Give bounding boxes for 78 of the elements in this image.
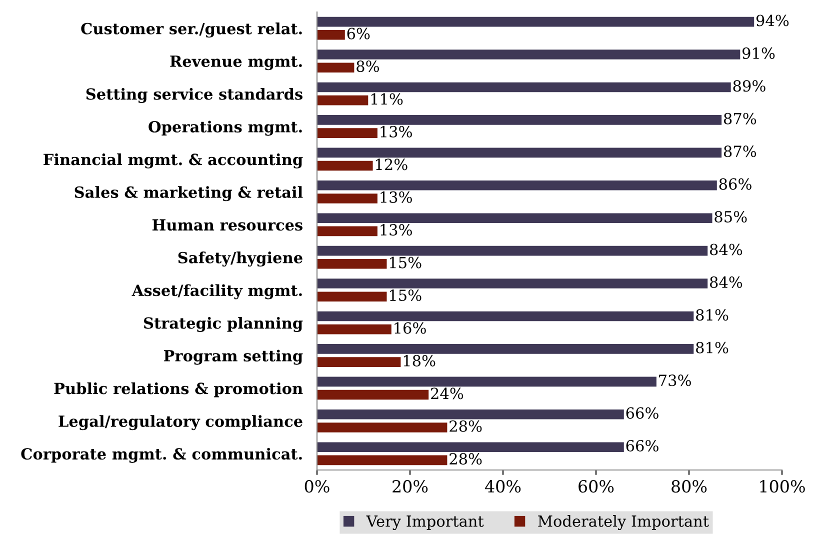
data-label: 28% bbox=[450, 453, 482, 465]
data-label: 13% bbox=[380, 191, 412, 203]
y-tick-label: Asset/facility mgmt. bbox=[132, 284, 302, 300]
y-tick-label: Financial mgmt. & accounting bbox=[44, 153, 303, 168]
y-tick-label: Human resources bbox=[152, 219, 302, 231]
bar bbox=[317, 115, 722, 125]
x-tick-label: 20% bbox=[392, 480, 428, 493]
data-label: 81% bbox=[696, 309, 728, 321]
data-label: 81% bbox=[696, 342, 728, 354]
x-tick-label: 100% bbox=[760, 480, 805, 493]
x-tick-label: 80% bbox=[672, 480, 707, 493]
y-tick-label: Safety/hygiene bbox=[178, 252, 302, 267]
bar bbox=[317, 50, 740, 60]
legend-label: Moderately Important bbox=[538, 515, 709, 530]
data-label: 28% bbox=[450, 420, 482, 432]
bar bbox=[317, 442, 624, 452]
data-label: 89% bbox=[733, 80, 766, 92]
data-label: 91% bbox=[742, 47, 775, 59]
y-tick-label: Strategic planning bbox=[144, 316, 303, 332]
x-tick-label: 40% bbox=[484, 480, 521, 493]
bar bbox=[317, 311, 694, 322]
bar bbox=[317, 148, 722, 158]
bar bbox=[317, 160, 373, 171]
data-label: 15% bbox=[390, 256, 422, 268]
data-label: 15% bbox=[390, 289, 422, 302]
bar bbox=[317, 246, 708, 256]
data-label: 8% bbox=[356, 60, 379, 72]
y-tick-label: Public relations & promotion bbox=[54, 382, 303, 398]
data-label: 12% bbox=[376, 158, 408, 170]
bar bbox=[317, 16, 754, 27]
y-tick-label: Sales & marketing & retail bbox=[74, 186, 303, 202]
bar bbox=[317, 226, 378, 236]
data-label: 84% bbox=[710, 276, 742, 288]
data-label: 84% bbox=[710, 244, 742, 256]
bar bbox=[317, 409, 624, 420]
bar bbox=[317, 82, 731, 92]
bar bbox=[317, 95, 368, 106]
data-label: 6% bbox=[347, 28, 370, 40]
bar bbox=[317, 194, 378, 204]
y-tick-label: Operations mgmt. bbox=[148, 120, 302, 136]
x-tick-label: 0% bbox=[304, 480, 330, 493]
y-tick-label: Revenue mgmt. bbox=[170, 56, 302, 70]
data-label: 86% bbox=[719, 178, 752, 190]
bar bbox=[317, 376, 656, 387]
y-tick-label: Setting service standards bbox=[86, 88, 302, 103]
bar bbox=[317, 180, 717, 190]
y-tick-label: Program setting bbox=[164, 350, 303, 365]
bar bbox=[317, 258, 387, 269]
bar bbox=[317, 128, 378, 138]
data-label: 87% bbox=[724, 112, 756, 124]
data-label: 11% bbox=[371, 93, 403, 105]
data-label: 73% bbox=[659, 374, 691, 386]
data-label: 87% bbox=[724, 146, 756, 158]
data-label: 85% bbox=[714, 210, 747, 223]
bar bbox=[317, 422, 448, 432]
data-label: 18% bbox=[404, 354, 436, 366]
data-label: 16% bbox=[394, 322, 426, 334]
bar bbox=[317, 324, 392, 334]
bar bbox=[317, 344, 694, 354]
y-tick-label: Legal/regulatory compliance bbox=[58, 415, 302, 430]
bar bbox=[317, 390, 429, 400]
legend-label: Very Important bbox=[366, 516, 484, 530]
bar bbox=[317, 30, 345, 40]
data-label: 66% bbox=[626, 440, 658, 452]
bar bbox=[317, 62, 354, 73]
y-tick-label: Corporate mgmt. & communicat. bbox=[21, 448, 302, 463]
y-tick-label: Customer ser./guest relat. bbox=[81, 22, 302, 38]
data-label: 13% bbox=[380, 224, 412, 236]
bar bbox=[317, 455, 448, 466]
bar bbox=[317, 357, 401, 367]
bar bbox=[317, 213, 712, 224]
data-label: 94% bbox=[756, 14, 789, 26]
data-label: 24% bbox=[431, 388, 464, 400]
data-label: 66% bbox=[626, 407, 658, 419]
x-tick-label: 60% bbox=[578, 480, 614, 493]
bar bbox=[317, 278, 708, 288]
bar bbox=[317, 292, 387, 302]
data-label: 13% bbox=[380, 126, 412, 138]
